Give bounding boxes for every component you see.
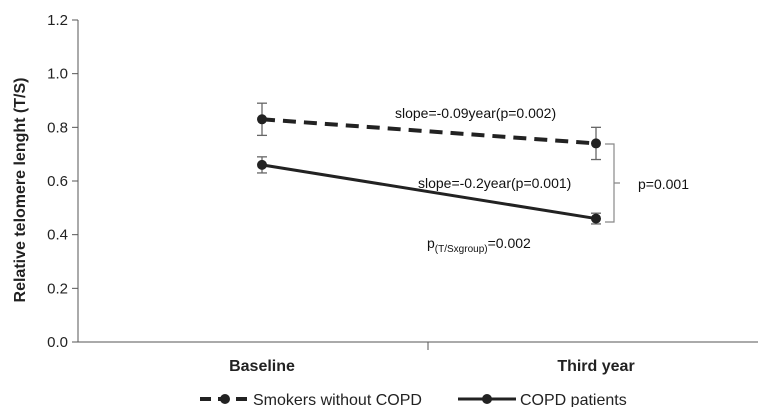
group-p-main: p — [427, 235, 435, 251]
y-tick-label: 0.6 — [47, 173, 68, 190]
data-point — [257, 114, 267, 125]
p-bracket — [605, 143, 620, 223]
y-tick-label: 0.0 — [47, 334, 68, 351]
group-p-value: =0.002 — [488, 235, 531, 251]
group-p-sub: (T/Sxgroup) — [435, 244, 488, 255]
legend-smokers-marker — [220, 394, 230, 404]
y-axis-label: Relative telomere lenght (T/S) — [12, 78, 29, 303]
legend-smokers-label: Smokers without COPD — [253, 392, 422, 407]
y-tick-label: 0.2 — [47, 280, 68, 297]
x-category-label: Baseline — [229, 358, 295, 375]
series-line — [261, 163, 597, 221]
legend-copd-marker — [482, 394, 492, 404]
series-layer — [257, 102, 601, 225]
data-point — [591, 138, 601, 149]
y-tick-label: 0.4 — [47, 227, 68, 244]
data-point — [591, 213, 601, 224]
series-line — [261, 117, 597, 146]
x-categories: Baseline Third year — [229, 358, 635, 375]
data-point — [257, 159, 267, 170]
y-tick-label: 1.0 — [47, 66, 68, 83]
slope-smokers-annotation: slope=-0.09year(p=0.002) — [395, 105, 556, 121]
slope-copd-annotation: slope=-0.2year(p=0.001) — [418, 175, 571, 191]
y-ticks: 0.0 0.2 0.4 0.6 0.8 1.0 1.2 — [47, 12, 78, 351]
y-tick-label: 0.8 — [47, 119, 68, 136]
y-tick-label: 1.2 — [47, 12, 68, 29]
legend: Smokers without COPD COPD patients — [200, 392, 627, 407]
bracket-p-annotation: p=0.001 — [638, 176, 689, 192]
x-category-label: Third year — [557, 358, 634, 375]
group-p-annotation: p(T/Sxgroup)=0.002 — [427, 235, 531, 255]
legend-copd-label: COPD patients — [520, 392, 627, 407]
